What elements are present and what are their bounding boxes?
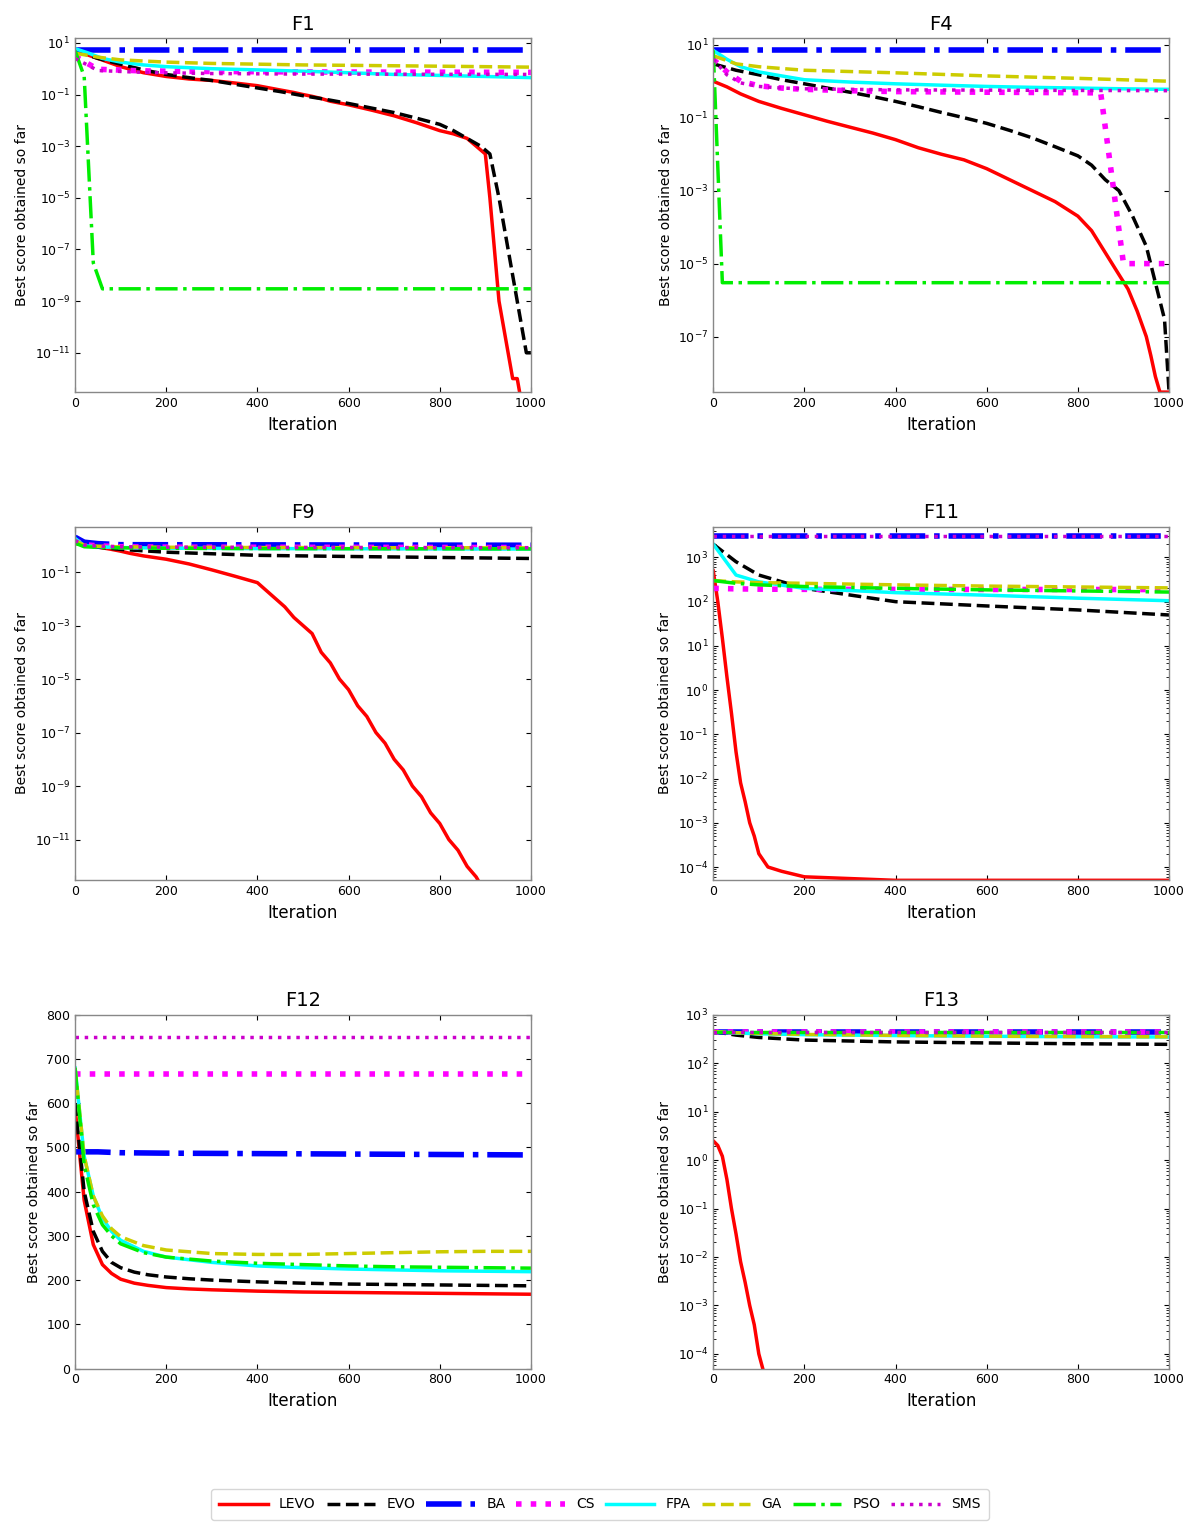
Y-axis label: Best score obtained so far: Best score obtained so far — [14, 125, 29, 306]
Title: F1: F1 — [292, 15, 314, 34]
Y-axis label: Best score obtained so far: Best score obtained so far — [659, 1100, 672, 1283]
Y-axis label: Best score obtained so far: Best score obtained so far — [659, 125, 672, 306]
Y-axis label: Best score obtained so far: Best score obtained so far — [26, 1100, 41, 1283]
X-axis label: Iteration: Iteration — [268, 1391, 338, 1410]
X-axis label: Iteration: Iteration — [906, 416, 977, 433]
Legend: LEVO, EVO, BA, CS, FPA, GA, PSO, SMS: LEVO, EVO, BA, CS, FPA, GA, PSO, SMS — [211, 1489, 989, 1519]
Title: F9: F9 — [292, 503, 314, 523]
Title: F12: F12 — [284, 992, 320, 1010]
X-axis label: Iteration: Iteration — [906, 1391, 977, 1410]
X-axis label: Iteration: Iteration — [268, 904, 338, 922]
X-axis label: Iteration: Iteration — [906, 904, 977, 922]
Title: F13: F13 — [923, 992, 959, 1010]
Y-axis label: Best score obtained so far: Best score obtained so far — [14, 613, 29, 794]
Y-axis label: Best score obtained so far: Best score obtained so far — [659, 613, 672, 794]
X-axis label: Iteration: Iteration — [268, 416, 338, 433]
Title: F4: F4 — [929, 15, 953, 34]
Title: F11: F11 — [923, 503, 959, 523]
